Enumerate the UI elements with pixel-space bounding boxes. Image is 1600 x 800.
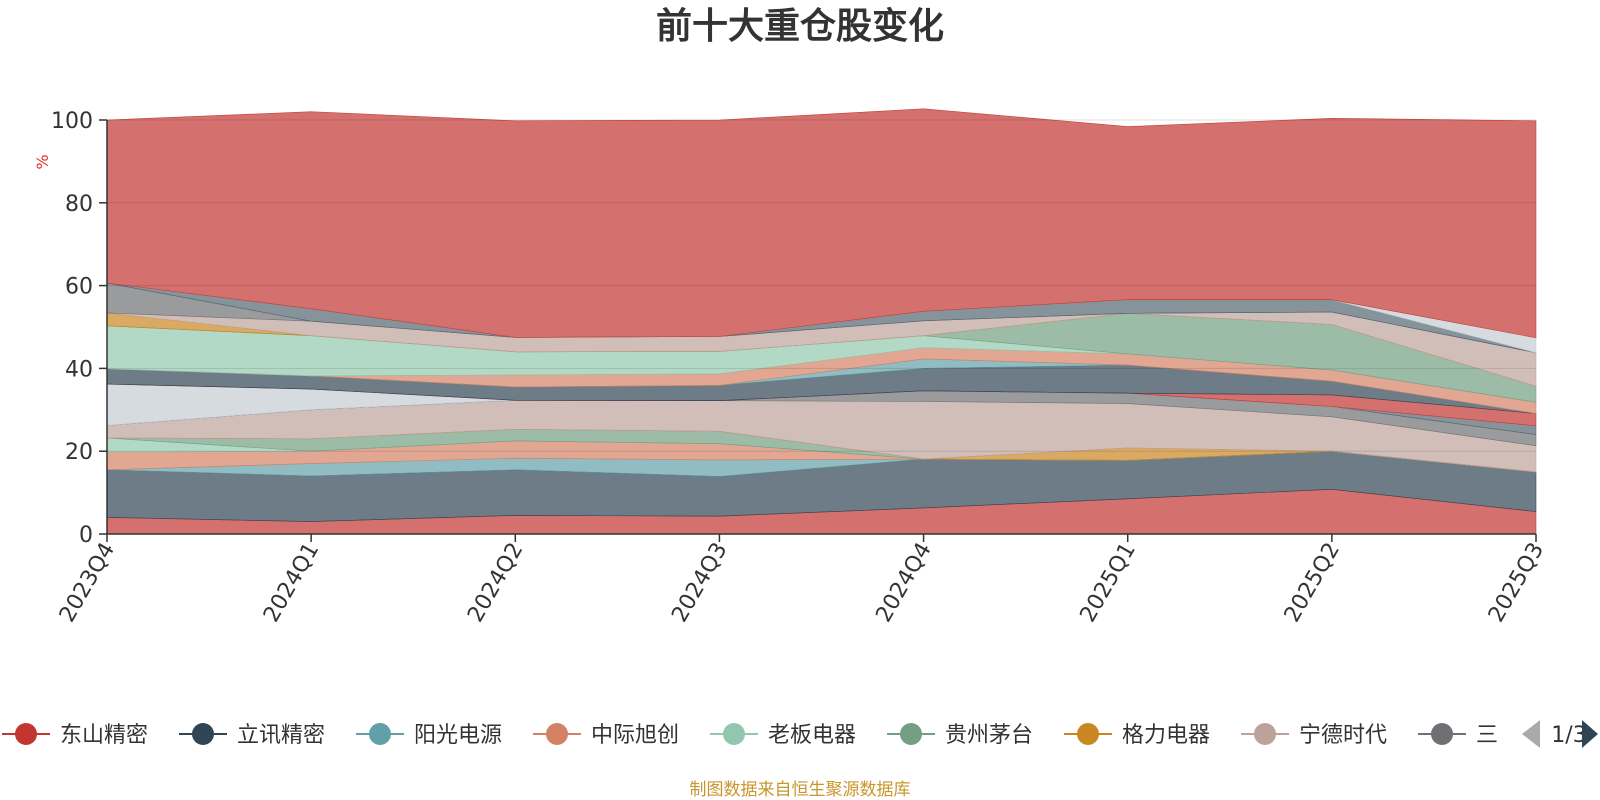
area-series-group (106, 108, 1537, 535)
legend-label: 阳光电源 (414, 723, 502, 748)
legend-label: 立讯精密 (237, 723, 325, 748)
y-axis-unit-label: % (33, 154, 52, 169)
legend-label: 三 (1476, 723, 1498, 748)
legend-item-1[interactable]: 立讯精密 (179, 723, 325, 748)
legend-circle-icon (1431, 723, 1453, 745)
x-tick-label-2024q1: 2024Q1 (259, 539, 324, 627)
x-tick-label-2024q2: 2024Q2 (463, 539, 528, 627)
legend-item-8[interactable]: 三 (1418, 723, 1498, 748)
legend-circle-icon (192, 723, 214, 745)
y-tick-label-60: 60 (65, 275, 93, 300)
legend-item-3[interactable]: 中际旭创 (533, 723, 679, 748)
legend-circle-icon (15, 723, 37, 745)
legend-prev-page-icon[interactable] (1522, 720, 1540, 748)
area-series-22[interactable] (106, 108, 1537, 339)
grid-lines (107, 119, 1536, 452)
legend-item-5[interactable]: 贵州茅台 (887, 723, 1033, 748)
x-tick-label-2025q1: 2025Q1 (1076, 539, 1141, 627)
legend: 东山精密 立讯精密 阳光电源 中际旭创 老板电器 贵州茅台 格力电器 宁德时代 三 1/3 (2, 720, 1598, 748)
legend-item-2[interactable]: 阳光电源 (356, 723, 502, 748)
legend-circle-icon (1254, 723, 1276, 745)
legend-next-page-icon[interactable] (1582, 720, 1598, 748)
legend-item-4[interactable]: 老板电器 (710, 723, 856, 748)
data-source-note: 制图数据来自恒生聚源数据库 (690, 780, 911, 800)
y-tick-label-100: 100 (51, 109, 93, 134)
legend-item-0[interactable]: 东山精密 (2, 723, 148, 748)
legend-label: 贵州茅台 (945, 723, 1033, 748)
y-tick-label-20: 20 (65, 440, 93, 465)
legend-label: 宁德时代 (1299, 723, 1387, 748)
legend-label: 老板电器 (768, 723, 856, 748)
legend-label: 东山精密 (60, 723, 148, 748)
y-tick-label-0: 0 (79, 523, 93, 548)
legend-label: 中际旭创 (591, 723, 679, 748)
legend-label: 格力电器 (1122, 723, 1210, 748)
x-tick-label-2023q4: 2023Q4 (55, 539, 120, 627)
x-tick-label-2024q4: 2024Q4 (871, 539, 936, 627)
legend-circle-icon (900, 723, 922, 745)
legend-item-6[interactable]: 格力电器 (1064, 723, 1210, 748)
legend-item-7[interactable]: 宁德时代 (1241, 723, 1387, 748)
x-tick-label-2025q2: 2025Q2 (1280, 539, 1345, 627)
legend-circle-icon (1077, 723, 1099, 745)
x-tick-label-2025q3: 2025Q3 (1484, 539, 1549, 627)
y-tick-label-40: 40 (65, 357, 93, 382)
chart-title: 前十大重仓股变化 (656, 5, 944, 47)
x-tick-label-2024q3: 2024Q3 (667, 539, 732, 627)
legend-circle-icon (546, 723, 568, 745)
legend-circle-icon (723, 723, 745, 745)
legend-circle-icon (369, 723, 391, 745)
legend-page-indicator: 1/3 (1551, 723, 1586, 748)
y-tick-label-80: 80 (65, 192, 93, 217)
